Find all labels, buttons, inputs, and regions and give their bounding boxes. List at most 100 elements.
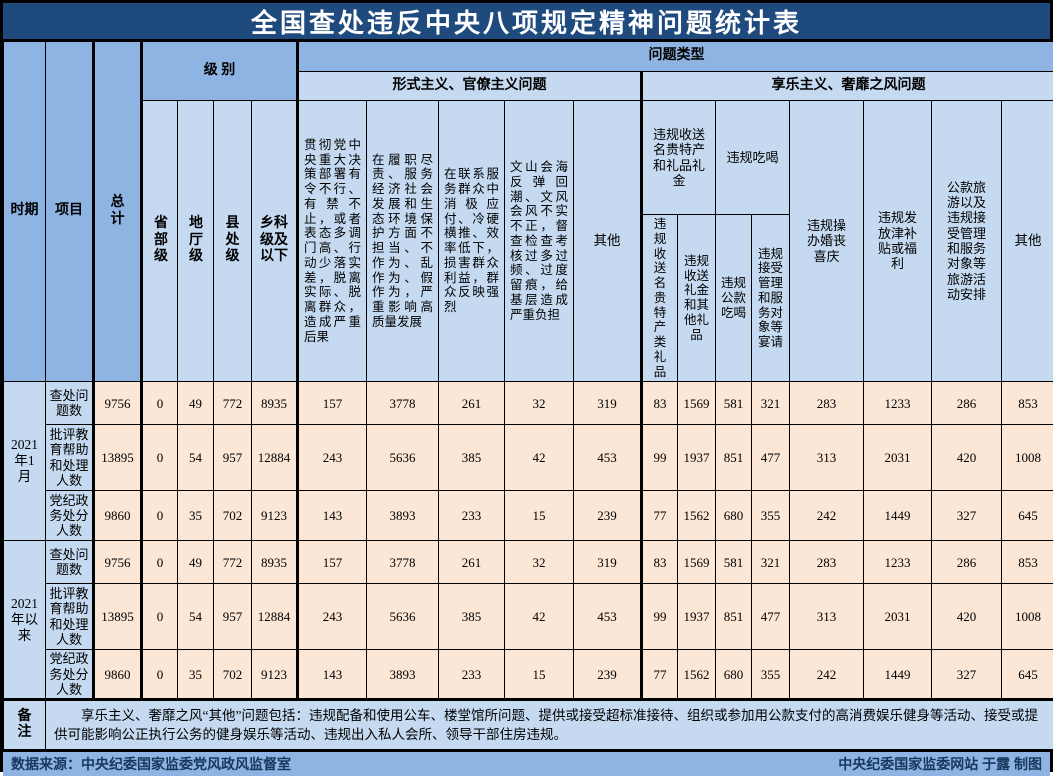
header-formalism-col-meetings: 文山会海反弹回潮、文风会风不实不正，督查检查考核过多过频、过度留痕，给基层造成严…: [505, 101, 574, 382]
data-cell: 645: [1002, 491, 1053, 541]
data-cell: 420: [932, 425, 1002, 491]
header-period: 时期: [4, 42, 46, 382]
period-cell: 2021年1月: [4, 382, 46, 541]
data-cell: 32: [505, 541, 574, 584]
data-cell: 453: [574, 584, 642, 650]
data-cell: 12884: [252, 584, 298, 650]
data-cell: 8935: [252, 541, 298, 584]
data-cell: 772: [214, 382, 252, 425]
data-cell: 420: [932, 584, 1002, 650]
data-cell: 233: [439, 491, 505, 541]
data-cell: 261: [439, 541, 505, 584]
data-cell: 32: [505, 382, 574, 425]
data-cell: 3778: [367, 541, 439, 584]
data-cell: 157: [298, 382, 367, 425]
header-total: 总计: [94, 42, 142, 382]
header-gifts-sub-specialty: 违规收送名贵特产类礼品: [642, 215, 678, 382]
data-cell: 15: [505, 491, 574, 541]
header-dining-group: 违规吃喝: [716, 101, 790, 215]
data-cell: 157: [298, 541, 367, 584]
data-cell: 319: [574, 541, 642, 584]
data-cell: 49: [178, 541, 214, 584]
header-level-prefecture: 地厅级: [178, 101, 214, 382]
data-cell: 702: [214, 491, 252, 541]
data-cell: 0: [142, 584, 178, 650]
data-cell: 321: [752, 541, 790, 584]
data-cell: 0: [142, 425, 178, 491]
data-cell: 242: [790, 491, 864, 541]
data-cell: 143: [298, 650, 367, 700]
footer-credit: 中央纪委国家监委网站 于露 制图: [838, 754, 1042, 774]
data-cell: 5636: [367, 425, 439, 491]
remark-label: 备注: [4, 700, 46, 750]
remark-text-content: 享乐主义、奢靡之风“其他”问题包括：违规配备和使用公车、楼堂馆所问题、提供或接受…: [54, 706, 1046, 745]
header-gifts-sub-cash: 违规收送礼金和其他礼品: [678, 215, 716, 382]
data-cell: 1569: [678, 541, 716, 584]
data-cell: 1562: [678, 650, 716, 700]
data-cell: 49: [178, 382, 214, 425]
data-cell: 261: [439, 382, 505, 425]
data-cell: 243: [298, 584, 367, 650]
data-cell: 9756: [94, 541, 142, 584]
data-cell: 13895: [94, 584, 142, 650]
data-cell: 239: [574, 650, 642, 700]
data-cell: 8935: [252, 382, 298, 425]
data-cell: 321: [752, 382, 790, 425]
header-formalism-group: 形式主义、官僚主义问题: [298, 72, 642, 101]
data-cell: 2031: [864, 425, 932, 491]
header-level-provincial: 省部级: [142, 101, 178, 382]
data-cell: 0: [142, 650, 178, 700]
data-cell: 327: [932, 491, 1002, 541]
data-cell: 319: [574, 382, 642, 425]
data-cell: 286: [932, 541, 1002, 584]
data-cell: 2031: [864, 584, 932, 650]
data-cell: 239: [574, 491, 642, 541]
data-cell: 680: [716, 650, 752, 700]
data-cell: 77: [642, 650, 678, 700]
header-weddings-funerals: 违规操办婚丧喜庆: [790, 101, 864, 382]
data-cell: 1233: [864, 382, 932, 425]
header-allowances: 违规发放津补贴或福利: [864, 101, 932, 382]
data-cell: 35: [178, 650, 214, 700]
row-label: 党纪政务处分人数: [46, 650, 94, 700]
data-cell: 477: [752, 584, 790, 650]
data-cell: 957: [214, 584, 252, 650]
data-cell: 42: [505, 584, 574, 650]
data-cell: 1569: [678, 382, 716, 425]
data-cell: 243: [298, 425, 367, 491]
data-cell: 9860: [94, 650, 142, 700]
footer-bar: 数据来源：中央纪委国家监委党风政风监督室 中央纪委国家监委网站 于露 制图: [3, 750, 1050, 776]
header-problem-type-group: 问题类型: [298, 42, 1053, 72]
row-label: 批评教育帮助和处理人数: [46, 584, 94, 650]
period-cell: 2021年以来: [4, 541, 46, 700]
data-cell: 15: [505, 650, 574, 700]
header-gifts-group: 违规收送名贵特产和礼品礼金: [642, 101, 716, 215]
data-table: 时期 项目 总计 级 别 问题类型 形式主义、官僚主义问题 享乐主义、奢靡之风问…: [3, 41, 1053, 750]
data-cell: 385: [439, 425, 505, 491]
header-formalism-col-policy: 贯彻党中央重大决策部署有令不行、有禁不止，或者表态多调门高、行动少落实差，脱离实…: [298, 101, 367, 382]
data-cell: 1937: [678, 584, 716, 650]
data-cell: 853: [1002, 382, 1053, 425]
data-cell: 283: [790, 541, 864, 584]
table-title: 全国查处违反中央八项规定精神问题统计表: [3, 3, 1050, 41]
header-hedonism-other: 其他: [1002, 101, 1053, 382]
header-level-township: 乡科级及以下: [252, 101, 298, 382]
row-label: 批评教育帮助和处理人数: [46, 425, 94, 491]
data-cell: 99: [642, 584, 678, 650]
data-cell: 645: [1002, 650, 1053, 700]
data-cell: 313: [790, 425, 864, 491]
data-cell: 477: [752, 425, 790, 491]
data-cell: 385: [439, 584, 505, 650]
remark-text: 享乐主义、奢靡之风“其他”问题包括：违规配备和使用公车、楼堂馆所问题、提供或接受…: [46, 700, 1053, 750]
data-cell: 35: [178, 491, 214, 541]
data-cell: 9123: [252, 650, 298, 700]
data-cell: 83: [642, 382, 678, 425]
data-cell: 1008: [1002, 584, 1053, 650]
data-cell: 9123: [252, 491, 298, 541]
data-cell: 581: [716, 382, 752, 425]
data-cell: 581: [716, 541, 752, 584]
header-dining-sub-banquets: 违规接受管理和服务对象等宴请: [752, 215, 790, 382]
data-cell: 13895: [94, 425, 142, 491]
data-cell: 54: [178, 584, 214, 650]
